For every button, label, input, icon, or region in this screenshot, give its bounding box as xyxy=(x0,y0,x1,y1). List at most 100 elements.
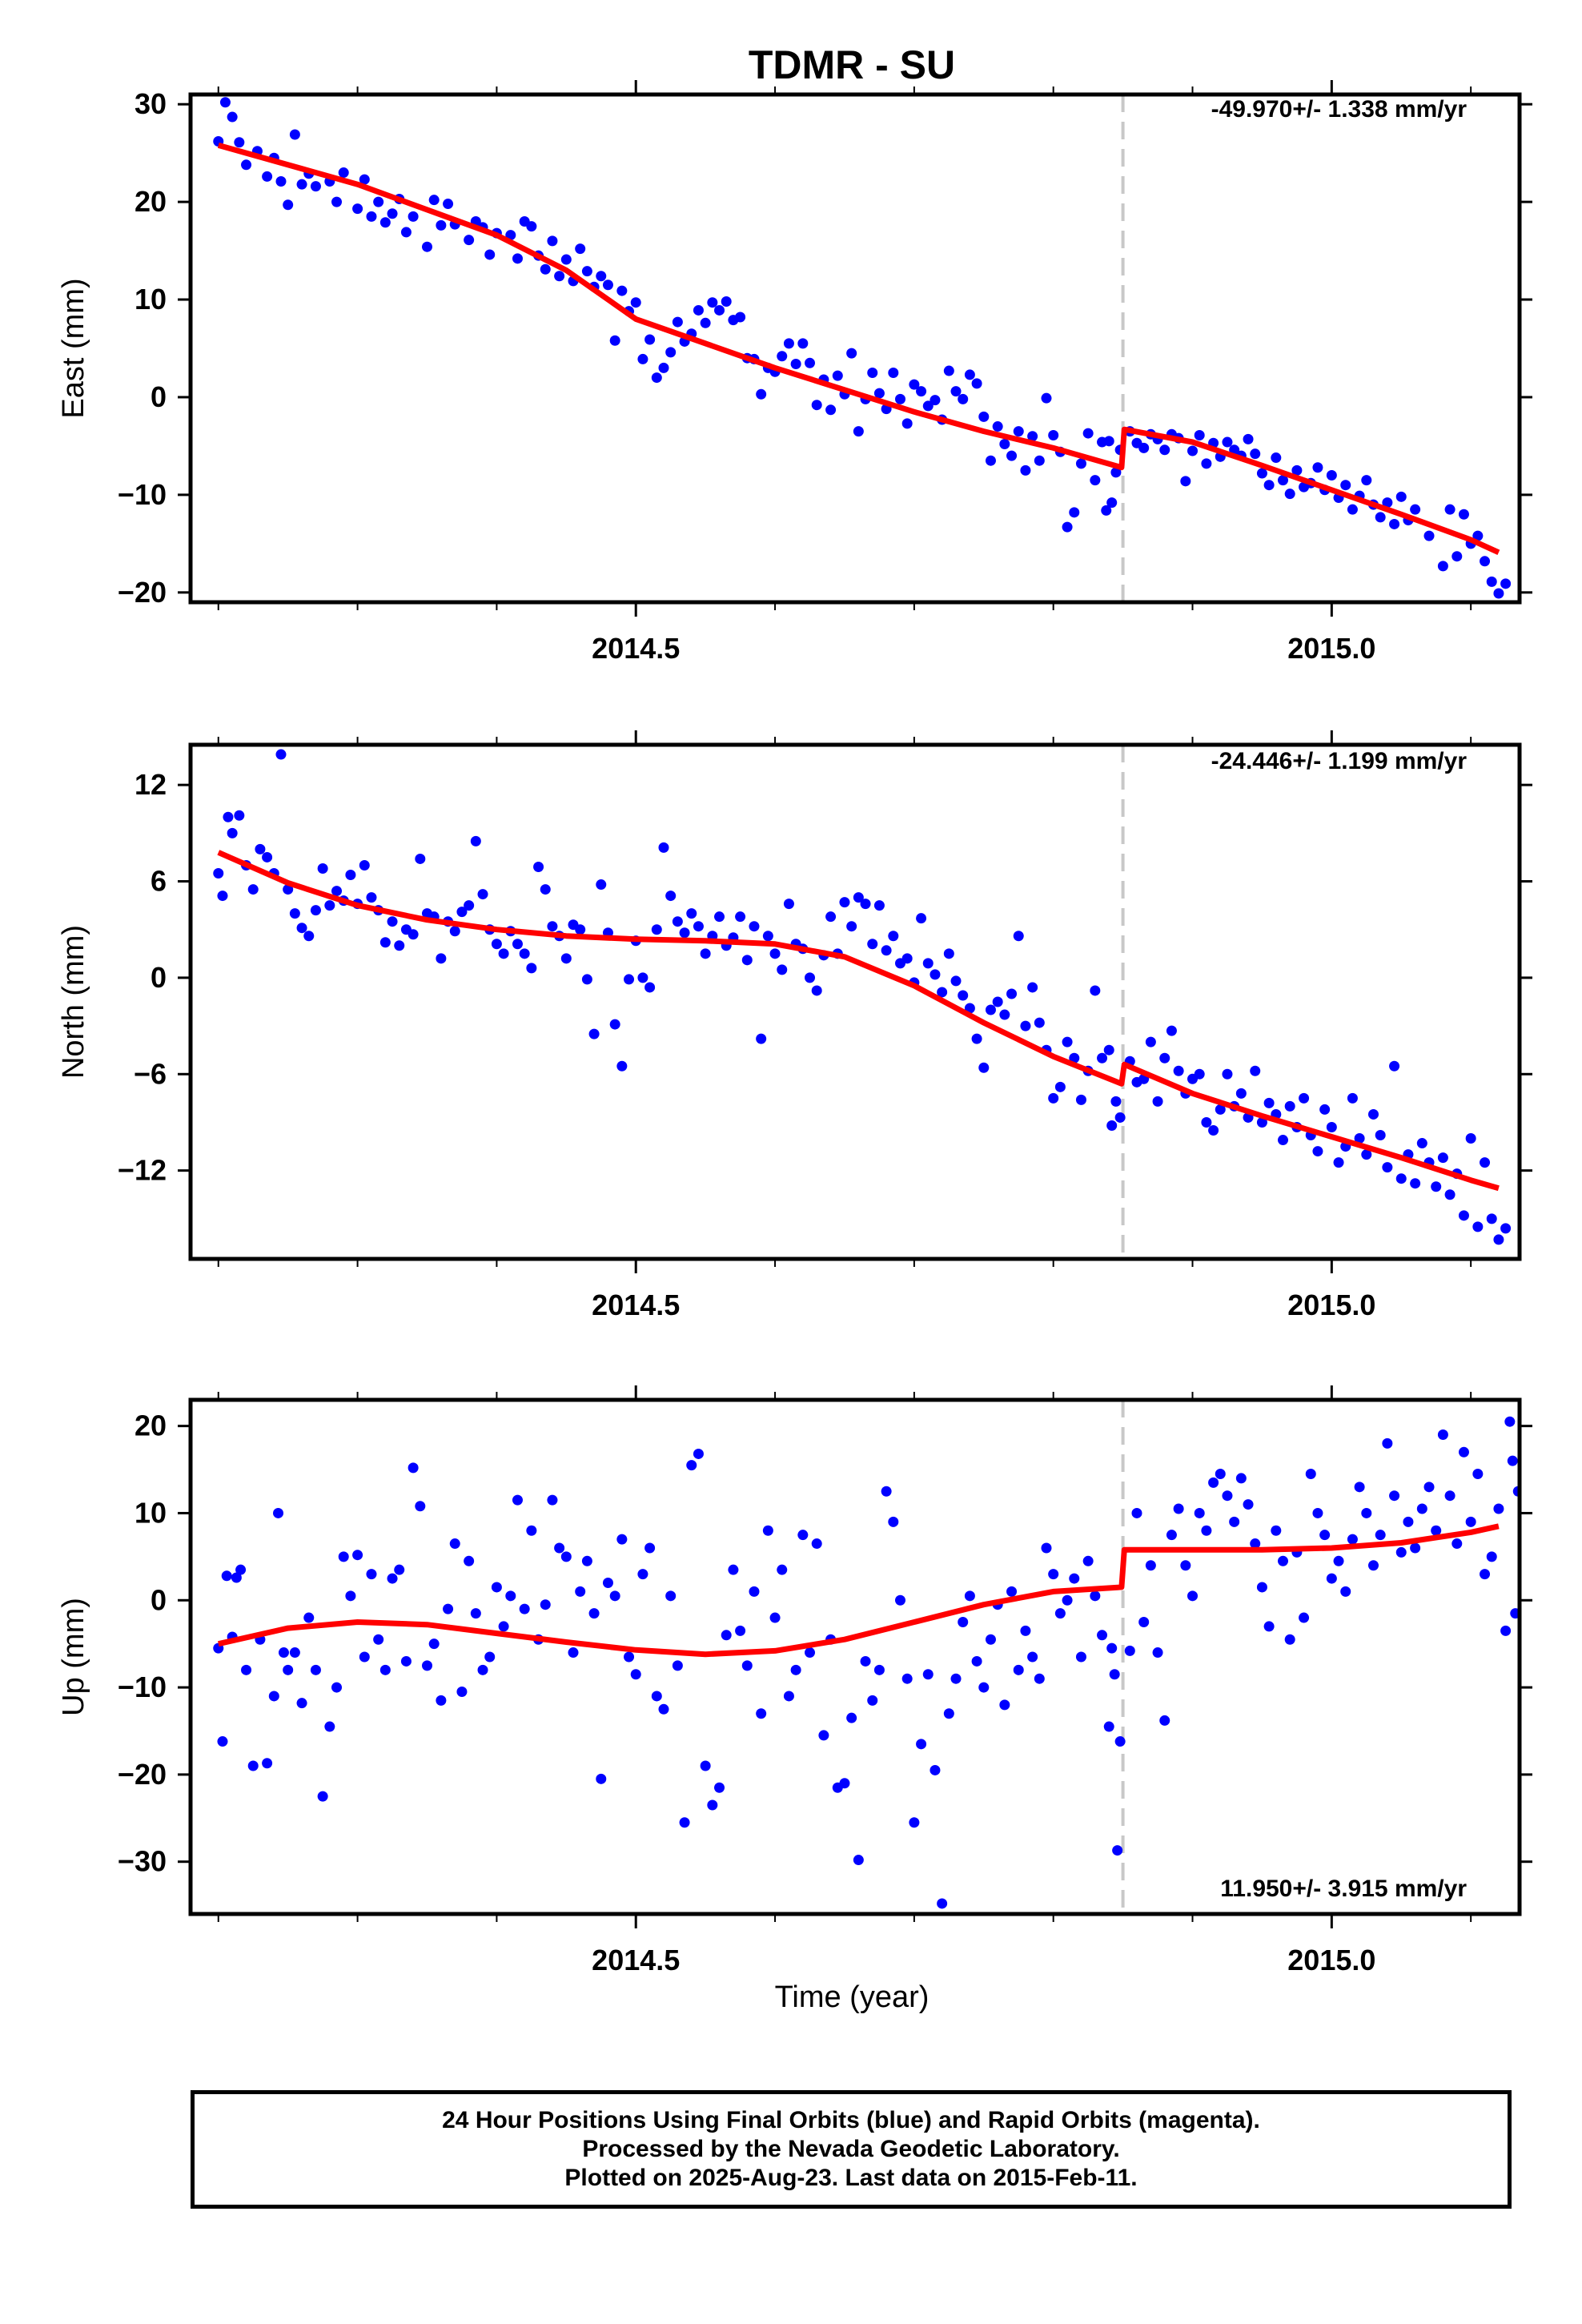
east-data-point xyxy=(1103,436,1114,447)
east-data-point xyxy=(1278,475,1289,486)
up-data-point xyxy=(916,1739,927,1750)
up-data-point xyxy=(651,1691,662,1702)
up-data-point xyxy=(971,1655,982,1667)
up-data-point xyxy=(846,1712,857,1723)
east-data-point xyxy=(693,304,704,316)
north-data-point xyxy=(901,953,913,964)
up-data-point xyxy=(1354,1482,1365,1493)
east-y-tick-label: 0 xyxy=(151,380,167,413)
up-data-point xyxy=(1312,1507,1323,1518)
up-data-point xyxy=(464,1555,475,1566)
up-data-point xyxy=(519,1603,530,1614)
north-data-point xyxy=(560,953,572,964)
up-data-point xyxy=(1403,1516,1414,1527)
up-data-point xyxy=(498,1621,509,1632)
east-data-point xyxy=(227,111,238,123)
up-data-point xyxy=(247,1760,259,1771)
east-data-point xyxy=(400,227,412,238)
east-data-point xyxy=(1048,430,1059,441)
up-data-point xyxy=(1006,1586,1018,1597)
north-data-point xyxy=(930,969,941,980)
up-data-point xyxy=(575,1586,586,1597)
up-data-point xyxy=(1152,1647,1163,1659)
north-data-point xyxy=(846,921,857,932)
east-data-point xyxy=(512,253,523,264)
up-data-point xyxy=(1382,1437,1393,1449)
north-data-point xyxy=(217,891,228,902)
up-data-point xyxy=(797,1530,809,1541)
north-data-point xyxy=(616,1060,628,1072)
up-data-point xyxy=(456,1687,468,1698)
north-data-point xyxy=(223,811,234,822)
east-data-point xyxy=(296,179,307,190)
north-data-point xyxy=(1152,1096,1163,1107)
north-data-point xyxy=(1458,1210,1469,1221)
east-data-point xyxy=(964,369,975,380)
north-data-point xyxy=(693,921,704,932)
north-data-point xyxy=(366,892,377,903)
up-data-point xyxy=(943,1708,954,1719)
up-data-point xyxy=(352,1550,363,1561)
north-data-point xyxy=(1145,1036,1156,1047)
north-data-point xyxy=(1013,931,1024,942)
north-data-point xyxy=(992,996,1003,1007)
up-data-point xyxy=(436,1695,447,1706)
east-data-point xyxy=(1222,436,1233,448)
east-data-point xyxy=(1486,576,1497,587)
north-data-point xyxy=(1465,1133,1476,1144)
east-data-point xyxy=(609,335,620,346)
up-data-point xyxy=(964,1590,975,1602)
east-data-point xyxy=(971,378,982,389)
north-data-point xyxy=(922,958,934,969)
east-data-point xyxy=(846,348,857,359)
up-data-point xyxy=(1131,1507,1142,1518)
east-data-point xyxy=(575,243,586,255)
north-y-tick-label: 0 xyxy=(151,961,167,994)
east-data-point xyxy=(1444,504,1456,515)
up-data-point xyxy=(1069,1573,1080,1584)
up-data-point xyxy=(930,1764,941,1775)
up-data-point xyxy=(1034,1673,1045,1684)
up-data-point xyxy=(922,1669,934,1680)
up-data-point xyxy=(1472,1468,1484,1479)
up-data-point xyxy=(783,1691,794,1702)
north-data-point xyxy=(1375,1130,1386,1141)
up-data-point xyxy=(777,1564,788,1575)
north-data-point xyxy=(686,908,697,919)
north-data-point xyxy=(247,884,259,895)
up-data-point xyxy=(735,1625,746,1636)
up-data-point xyxy=(540,1599,551,1610)
up-data-point xyxy=(985,1634,996,1645)
north-data-point xyxy=(853,892,864,903)
north-data-point xyxy=(1299,1092,1310,1104)
east-data-point xyxy=(1500,578,1512,589)
east-data-point xyxy=(985,455,996,466)
up-y-tick-label: −30 xyxy=(118,1845,167,1878)
up-data-point xyxy=(1493,1503,1504,1514)
north-data-point xyxy=(860,899,871,910)
up-data-point xyxy=(568,1647,579,1659)
east-data-point xyxy=(596,271,607,282)
north-data-point xyxy=(958,990,969,1001)
north-data-point xyxy=(999,1009,1010,1020)
east-data-point xyxy=(832,370,843,381)
north-data-point xyxy=(408,929,419,940)
north-data-point xyxy=(777,964,788,975)
up-data-point xyxy=(616,1534,628,1545)
east-data-point xyxy=(909,379,920,390)
up-data-point xyxy=(1416,1503,1427,1514)
up-data-point xyxy=(958,1616,969,1627)
north-data-point xyxy=(756,1033,767,1044)
up-data-point xyxy=(999,1699,1010,1711)
north-data-point xyxy=(867,939,878,950)
up-data-point xyxy=(1062,1594,1073,1606)
east-data-point xyxy=(1194,430,1205,441)
east-data-point xyxy=(554,271,565,282)
north-data-point xyxy=(651,924,662,935)
east-data-point xyxy=(421,241,432,252)
north-data-point xyxy=(644,982,656,993)
east-data-point xyxy=(1312,462,1323,473)
east-data-point xyxy=(644,334,656,345)
north-data-point xyxy=(1201,1116,1212,1128)
north-data-point xyxy=(658,842,669,853)
